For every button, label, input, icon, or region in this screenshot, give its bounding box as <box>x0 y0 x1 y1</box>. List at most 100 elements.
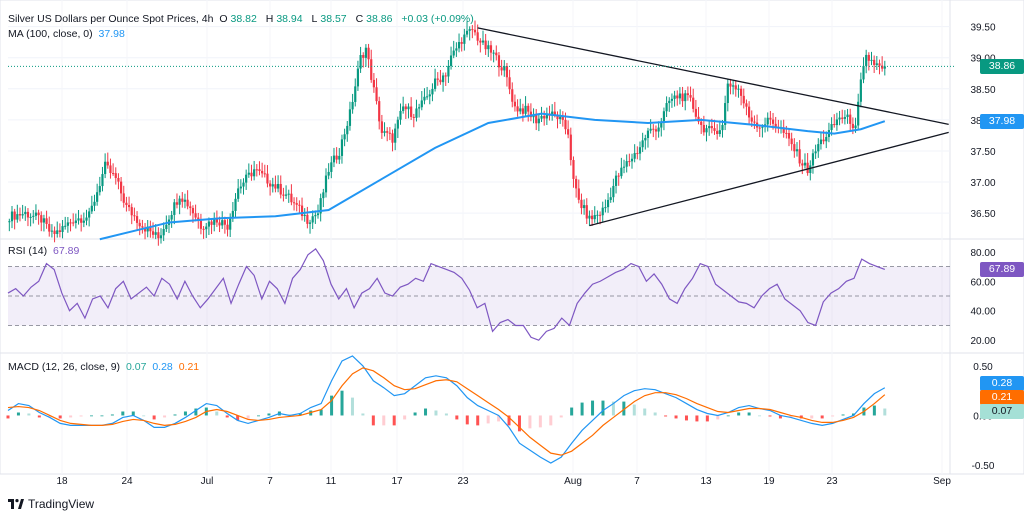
candle-body <box>867 54 870 61</box>
macd-hist-bar <box>778 415 782 419</box>
candle-body <box>151 231 155 235</box>
candle-body <box>484 40 487 50</box>
candle-body <box>508 77 511 90</box>
candle-body <box>734 85 737 90</box>
candle-body <box>234 198 237 211</box>
candle-body <box>511 89 514 102</box>
candle-body <box>173 202 176 215</box>
macd-hist-bar <box>434 410 438 416</box>
candle-body <box>178 198 181 205</box>
candle-body <box>790 138 793 145</box>
candle-body <box>601 207 604 216</box>
candle-body <box>69 222 72 224</box>
candle-body <box>327 171 330 176</box>
descending-trendline <box>477 27 949 125</box>
macd-hist-bar <box>737 412 741 416</box>
candle-body <box>127 204 131 208</box>
macd-legend-signal: 0.21 <box>178 361 200 373</box>
candle-body <box>819 139 823 145</box>
candle-body <box>564 119 567 130</box>
macd-hist-bar <box>319 409 323 416</box>
candle-body <box>292 202 296 204</box>
candle-body <box>119 181 123 194</box>
ma-legend-value: 37.98 <box>98 28 125 40</box>
time-tick-label: 23 <box>457 476 469 487</box>
candle-body <box>40 215 43 223</box>
macd-hist-bar <box>872 405 876 416</box>
candle-body <box>125 202 128 205</box>
macd-hist-bar <box>549 415 553 426</box>
macd-hist-bar <box>726 415 730 417</box>
rsi-tick-label: 60.00 <box>970 277 995 288</box>
candle-body <box>253 169 256 177</box>
candle-body <box>439 79 442 83</box>
candle-body <box>50 230 54 232</box>
candle-body <box>859 79 862 102</box>
macd-hist-bar <box>653 412 657 416</box>
macd-hist-bar <box>705 415 709 422</box>
candle-body <box>74 220 77 223</box>
histogram-value-tag: 0.07 <box>980 404 1024 419</box>
macd-hist-bar <box>403 415 407 420</box>
candle-body <box>793 144 796 152</box>
time-tick-label: 11 <box>326 476 337 487</box>
macd-hist-bar <box>298 413 302 416</box>
symbol-legend: Silver US Dollars per Ounce Spot Prices,… <box>8 13 477 25</box>
candle-body <box>42 218 46 223</box>
macd-hist-bar <box>455 415 459 420</box>
candle-body <box>782 127 785 133</box>
candle-body <box>551 111 554 116</box>
candle-body <box>583 205 586 209</box>
macd-hist-bar <box>883 408 887 416</box>
candle-body <box>684 93 687 102</box>
open-value: 38.82 <box>230 13 257 25</box>
brand-name: TradingView <box>28 497 95 511</box>
candle-body <box>676 95 679 99</box>
candle-body <box>604 207 607 209</box>
candle-body <box>332 155 336 163</box>
candle-body <box>58 230 61 232</box>
candle-body <box>48 223 51 232</box>
candle-body <box>24 211 27 215</box>
candle-body <box>423 96 426 101</box>
candle-body <box>487 45 490 50</box>
candle-body <box>473 29 477 33</box>
candle-body <box>82 220 85 223</box>
candle-body <box>407 106 410 110</box>
macd-hist-bar <box>580 402 584 416</box>
candle-body <box>354 86 357 102</box>
candle-body <box>630 158 634 162</box>
candle-body <box>64 225 67 227</box>
candle-body <box>213 218 216 225</box>
candle-body <box>774 123 777 128</box>
candle-body <box>665 103 668 112</box>
candle-body <box>527 105 530 112</box>
macd-hist-bar <box>559 415 563 418</box>
candle-body <box>513 101 517 107</box>
candle-body <box>314 215 317 217</box>
rsi-legend[interactable]: RSI (14) 67.89 <box>8 245 82 257</box>
candle-body <box>415 108 418 118</box>
candle-body <box>261 170 264 174</box>
candle-body <box>242 182 245 187</box>
candle-body <box>612 185 615 198</box>
ma-legend[interactable]: MA (100, close, 0) 37.98 <box>8 28 128 40</box>
candle-body <box>545 113 548 119</box>
candle-body <box>433 78 437 89</box>
candle-body <box>740 88 743 96</box>
candle-body <box>221 220 224 226</box>
tradingview-brand[interactable]: TradingView <box>8 497 94 511</box>
candle-body <box>391 133 394 143</box>
candle-body <box>883 66 886 69</box>
macd-legend[interactable]: MACD (12, 26, close, 9) 0.07 0.28 0.21 <box>8 361 202 373</box>
candle-body <box>394 128 397 143</box>
macd-tick-label: -0.50 <box>972 461 995 472</box>
macd-hist-bar <box>100 415 104 417</box>
candle-body <box>559 116 562 120</box>
candle-body <box>702 124 705 133</box>
candle-body <box>279 183 282 195</box>
candle-body <box>681 93 684 102</box>
candle-body <box>122 193 125 203</box>
candle-body <box>452 50 455 56</box>
